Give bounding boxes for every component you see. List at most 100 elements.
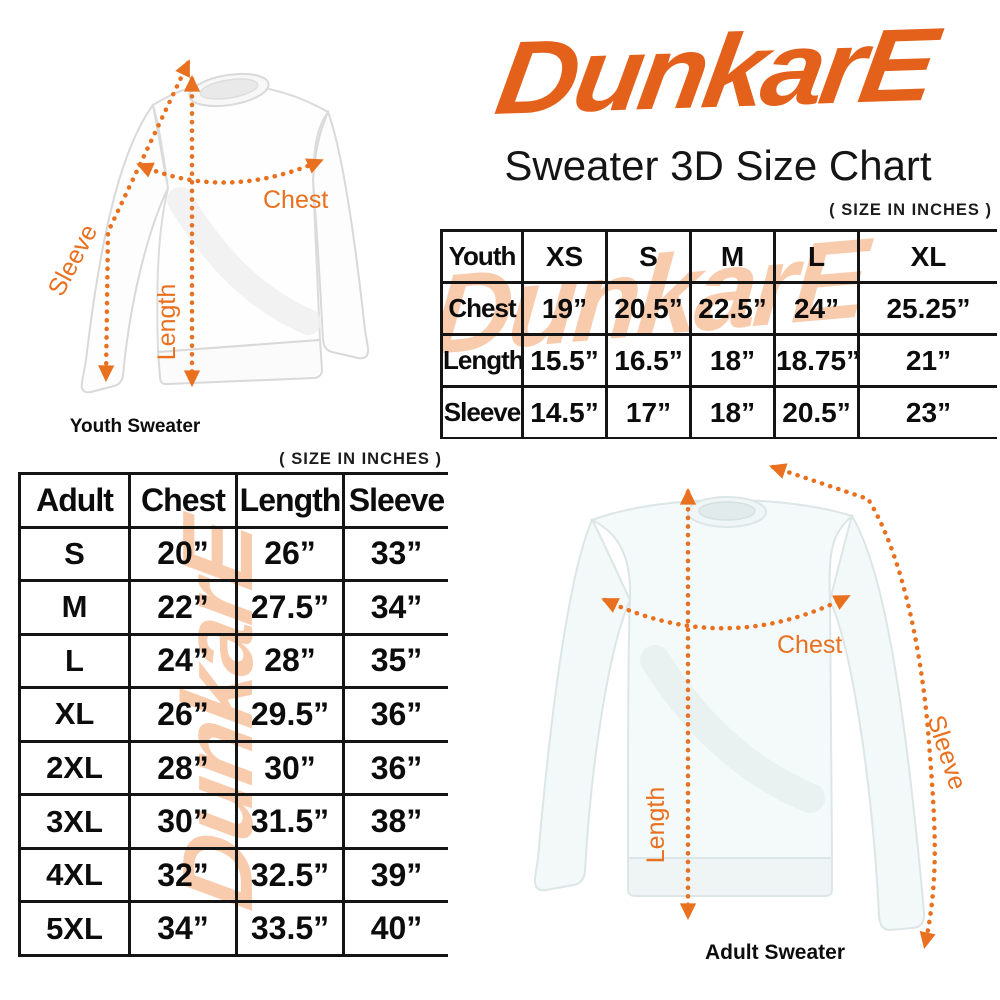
value-cell: 26” (128, 686, 238, 743)
youth-sweater-right-sleeve (311, 109, 370, 360)
value-cell: 20.5” (605, 281, 692, 336)
row-label: Length (440, 333, 524, 388)
value-cell: 36” (342, 686, 448, 743)
adult-sweater-figure: Chest Length Sleeve (533, 463, 972, 950)
youth-sweater-collar-opening (199, 78, 259, 100)
value-cell: 33.5” (235, 900, 345, 957)
adult-row-m: M 22” 27.5” 34” (18, 579, 448, 636)
value-cell: 34” (342, 579, 448, 636)
adult-sleeve-arrow (769, 463, 938, 950)
adult-chest-arrow (601, 594, 851, 631)
youth-length-row: Length 15.5” 16.5” 18” 18.75” 21” (440, 333, 997, 388)
value-cell: 20” (128, 525, 238, 583)
youth-size-table: Youth XS S M L XL Chest 19” 20.5” 22.5” … (440, 229, 997, 439)
adult-row-3xl: 3XL 30” 31.5” 38” (18, 793, 448, 850)
value-cell: 16.5” (605, 333, 692, 388)
value-cell: 25.25” (857, 281, 997, 336)
adult-sweater-left-sleeve (533, 517, 632, 892)
value-cell: 27.5” (235, 579, 345, 636)
value-cell: 29.5” (235, 686, 345, 743)
value-cell: 18.75” (773, 333, 860, 388)
youth-sleeve-arrow (98, 59, 191, 383)
row-label: Sleeve (440, 385, 524, 439)
value-cell: 14.5” (521, 385, 608, 439)
adult-size-table-container: DunkarE Adult Chest Length Sleeve S 20” … (18, 472, 448, 957)
adult-row-xl: XL 26” 29.5” 36” (18, 686, 448, 743)
value-cell: 22.5” (689, 281, 776, 336)
value-cell: 31.5” (235, 793, 345, 850)
youth-size-col-m: M (689, 229, 776, 284)
row-label: XL (18, 686, 131, 743)
value-cell: 32.5” (235, 846, 345, 904)
value-cell: 30” (128, 793, 238, 850)
value-cell: 18” (689, 333, 776, 388)
row-label: 4XL (18, 846, 131, 904)
adult-row-4xl: 4XL 32” 32.5” 39” (18, 846, 448, 904)
row-label: S (18, 525, 131, 583)
value-cell: 34” (128, 900, 238, 957)
youth-chest-arrow (136, 158, 324, 185)
youth-sweater-figure: Chest Sleeve Length (43, 59, 370, 394)
adult-sweater-right-sleeve (828, 513, 926, 932)
row-label: 3XL (18, 793, 131, 850)
value-cell: 15.5” (521, 333, 608, 388)
youth-table-corner-cell: Youth (440, 229, 524, 284)
youth-size-col-l: L (773, 229, 860, 284)
row-label: 5XL (18, 900, 131, 957)
youth-chest-label: Chest (263, 186, 328, 214)
value-cell: 30” (235, 739, 345, 797)
adult-sweater-illustration (533, 496, 926, 932)
youth-sweater-illustration (80, 72, 370, 394)
value-cell: 24” (128, 632, 238, 690)
adult-figure-caption: Adult Sweater (704, 941, 846, 964)
brand-logo-text: DunkarE (489, 7, 941, 137)
youth-size-col-s: S (605, 229, 692, 284)
row-label: 2XL (18, 739, 131, 797)
value-cell: 26” (235, 525, 345, 583)
value-cell: 18” (689, 385, 776, 439)
value-cell: 28” (235, 632, 345, 690)
adult-table-header-row: Adult Chest Length Sleeve (18, 472, 448, 529)
youth-table-header-row: Youth XS S M L XL (440, 229, 997, 284)
value-cell: 40” (342, 900, 448, 957)
adult-col-chest: Chest (128, 472, 238, 529)
value-cell: 23” (857, 385, 997, 439)
youth-size-col-xs: XS (521, 229, 608, 284)
page-title: Sweater 3D Size Chart (504, 142, 932, 189)
value-cell: 32” (128, 846, 238, 904)
adult-length-label: Length (642, 787, 670, 863)
value-cell: 22” (128, 579, 238, 636)
youth-sleeve-row: Sleeve 14.5” 17” 18” 20.5” 23” (440, 385, 997, 439)
row-label: Chest (440, 281, 524, 336)
row-label: M (18, 579, 131, 636)
value-cell: 24” (773, 281, 860, 336)
adult-row-5xl: 5XL 34” 33.5” 40” (18, 900, 448, 957)
value-cell: 39” (342, 846, 448, 904)
adult-row-2xl: 2XL 28” 30” 36” (18, 739, 448, 797)
value-cell: 17” (605, 385, 692, 439)
adult-chest-label: Chest (777, 631, 842, 659)
youth-length-label: Length (153, 284, 181, 360)
adult-size-note: ( SIZE IN INCHES ) (279, 450, 442, 468)
adult-col-length: Length (235, 472, 345, 529)
adult-row-s: S 20” 26” 33” (18, 525, 448, 583)
adult-col-sleeve: Sleeve (342, 472, 448, 529)
adult-table-corner-cell: Adult (18, 472, 131, 529)
youth-figure-caption: Youth Sweater (69, 416, 201, 437)
value-cell: 28” (128, 739, 238, 797)
youth-size-col-xl: XL (857, 229, 997, 284)
value-cell: 38” (342, 793, 448, 850)
youth-sleeve-label: Sleeve (43, 220, 104, 301)
value-cell: 36” (342, 739, 448, 797)
adult-size-table: Adult Chest Length Sleeve S 20” 26” 33” … (18, 472, 448, 957)
youth-size-note: ( SIZE IN INCHES ) (829, 201, 992, 219)
row-label: L (18, 632, 131, 690)
value-cell: 33” (342, 525, 448, 583)
value-cell: 35” (342, 632, 448, 690)
adult-sweater-collar-opening (698, 501, 756, 521)
value-cell: 21” (857, 333, 997, 388)
youth-chest-row: Chest 19” 20.5” 22.5” 24” 25.25” (440, 281, 997, 336)
value-cell: 19” (521, 281, 608, 336)
adult-row-l: L 24” 28” 35” (18, 632, 448, 690)
